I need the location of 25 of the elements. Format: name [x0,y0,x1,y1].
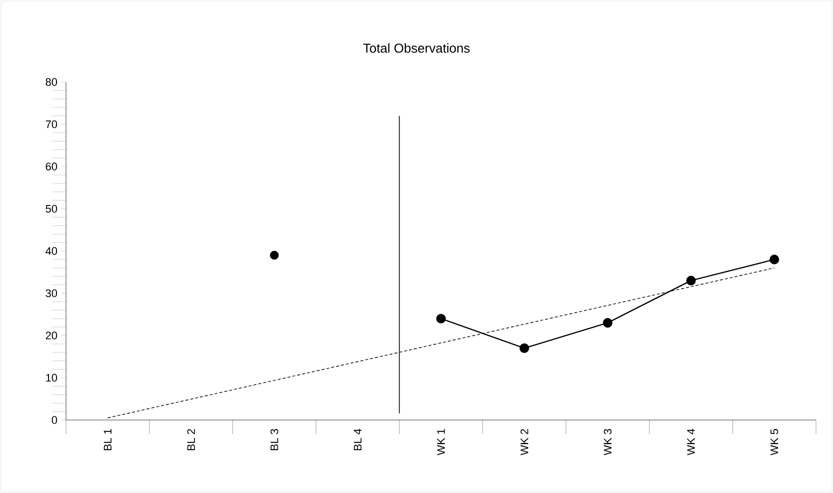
y-tick-label: 40 [46,247,58,255]
chart-title: Total Observations [363,43,470,53]
y-tick-label: 70 [46,120,58,128]
y-tick-label: 60 [46,162,58,170]
point [436,314,446,324]
x-tick-label: BL 4 [354,428,362,450]
y-tick-label: 30 [46,289,58,298]
point [686,276,696,286]
y-tick-label: 20 [46,332,58,340]
x-tick-label: WK 4 [687,428,695,456]
x-tick-label: BL 3 [270,429,278,450]
y-tick-label: 50 [46,204,58,213]
point [520,343,530,353]
point [602,318,612,328]
x-tick-label: WK 3 [604,429,612,456]
y-tick-label: 10 [46,374,58,382]
x-tick-label: BL 2 [187,429,195,450]
x-tick-label: WK 2 [520,429,528,456]
y-tick-label: 80 [46,78,58,86]
x-tick-label: WK 1 [437,429,445,456]
point [270,250,279,260]
point [770,254,780,264]
y-tick-label: 0 [52,416,58,424]
x-tick-label: BL 1 [104,429,112,450]
x-tick-label: WK 5 [770,429,778,456]
